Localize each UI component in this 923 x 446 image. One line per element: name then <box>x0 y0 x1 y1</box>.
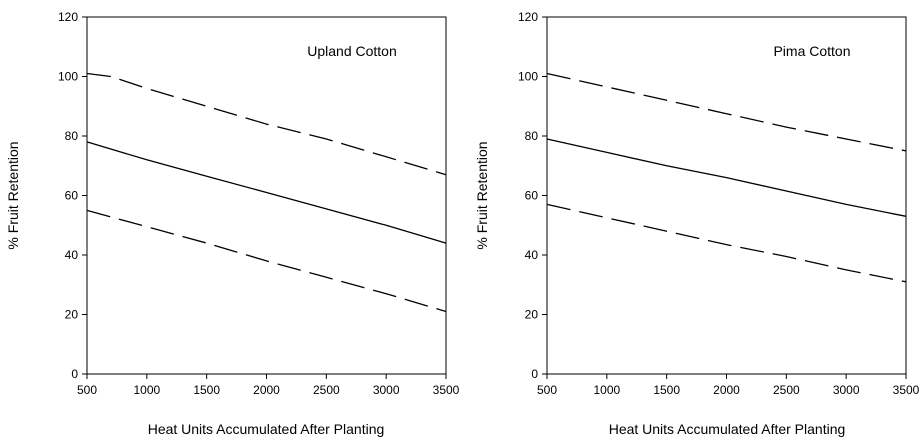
y-tick-label: 120 <box>518 10 538 24</box>
x-tick-label: 3500 <box>433 383 460 397</box>
x-tick-label: 2500 <box>773 383 800 397</box>
series-line-upper-limit <box>86 72 447 176</box>
x-tick-label: 2000 <box>253 383 280 397</box>
x-tick-label: 2000 <box>713 383 740 397</box>
y-tick-label: 120 <box>58 10 78 24</box>
x-tick-label: 500 <box>77 383 97 397</box>
series-line-lower-limit <box>546 203 907 283</box>
x-tick-label: 1500 <box>653 383 680 397</box>
series-line-lower-limit <box>86 209 447 313</box>
plot-frame <box>86 16 447 375</box>
y-tick-label: 60 <box>525 189 539 203</box>
x-tick-label: 3000 <box>373 383 400 397</box>
y-tick-label: 60 <box>65 189 79 203</box>
x-axis-title: Heat Units Accumulated After Planting <box>609 421 846 437</box>
x-tick-label: 3000 <box>833 383 860 397</box>
y-tick-label: 40 <box>525 248 539 262</box>
y-tick-label: 100 <box>518 70 538 84</box>
series-line-mean <box>86 141 447 244</box>
panel-title: Pima Cotton <box>773 43 850 59</box>
x-tick-label: 500 <box>537 383 557 397</box>
y-tick-label: 20 <box>525 308 539 322</box>
chart-panel-upland: 0 20 40 60 80 100 120 500 1000 1500 2000 2500 3000 35… <box>5 10 460 437</box>
y-tick-label: 0 <box>71 367 78 381</box>
y-tick-label: 100 <box>58 70 78 84</box>
y-tick-label: 20 <box>65 308 79 322</box>
x-tick-label: 1000 <box>593 383 620 397</box>
x-tick-label: 1500 <box>193 383 220 397</box>
y-tick-label: 80 <box>65 129 79 143</box>
y-tick-label: 40 <box>65 248 79 262</box>
x-tick-label: 1000 <box>133 383 160 397</box>
plot-frame <box>546 16 907 375</box>
chart-panel-pima: 0 20 40 60 80 100 120 500 1000 1500 2000 2500 3000 35… <box>474 10 920 437</box>
series-line-mean <box>546 138 907 217</box>
y-tick-label: 80 <box>525 129 539 143</box>
x-tick-label: 2500 <box>313 383 340 397</box>
series-line-upper-limit <box>546 72 907 152</box>
x-tick-label: 3500 <box>893 383 920 397</box>
x-axis-title: Heat Units Accumulated After Planting <box>148 421 385 437</box>
panel-title: Upland Cotton <box>307 43 397 59</box>
y-tick-label: 0 <box>531 367 538 381</box>
y-axis-title: % Fruit Retention <box>5 141 21 249</box>
y-axis-title: % Fruit Retention <box>474 141 490 249</box>
